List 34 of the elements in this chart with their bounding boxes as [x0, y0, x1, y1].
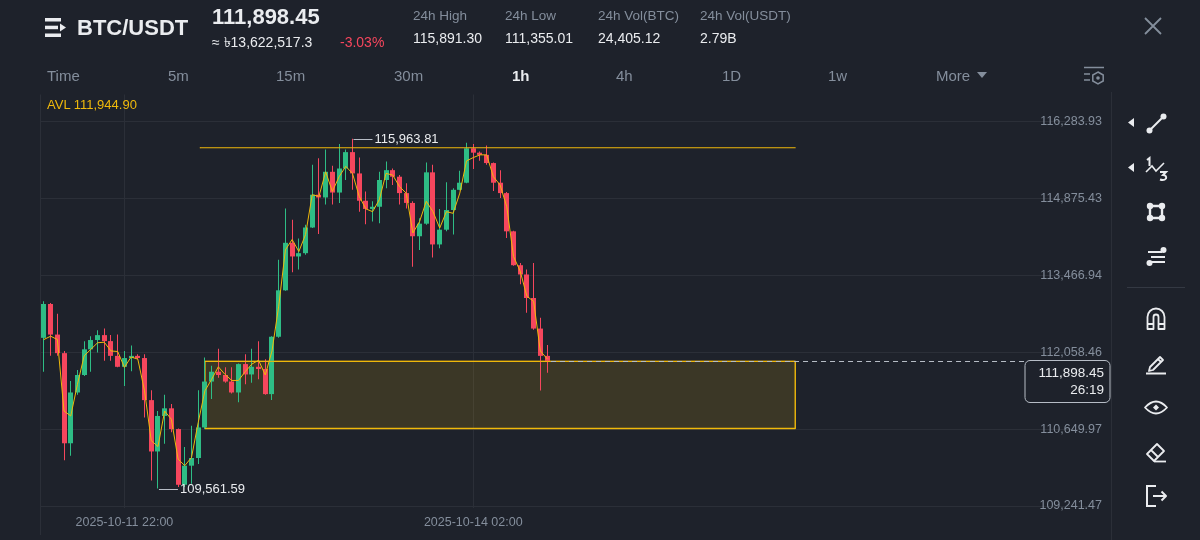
text: 1D	[722, 67, 742, 85]
x-tick-label: 2025-10-14 02:00	[423, 514, 523, 529]
y-tick-label: 109,241.47	[1039, 498, 1103, 513]
annotation: 109,561.59	[179, 481, 246, 497]
chart-subtitle: 111,898.45	[212, 4, 320, 30]
text: More	[936, 67, 971, 85]
chart-title: BTC/USDT	[77, 15, 189, 41]
text: 2.79B	[700, 30, 737, 47]
text: 24h High	[413, 8, 468, 24]
text: 24,405.12	[598, 30, 661, 47]
text: 115,891.30	[413, 30, 483, 47]
text: Time	[47, 67, 80, 85]
ref-line-label: 111,898.45	[1038, 364, 1104, 380]
text: 24h Low	[505, 8, 557, 24]
text: AVL 111,944.90	[47, 97, 137, 113]
text: 24h Vol(USDT)	[700, 8, 791, 24]
text: -3.03%	[340, 34, 385, 51]
y-tick-label: 116,283.93	[1040, 113, 1103, 128]
text: 1h	[512, 67, 530, 85]
text: 1w	[828, 67, 848, 85]
text: ≈ ৳13,622,517.3	[212, 34, 313, 51]
y-tick-label: 110,649.97	[1040, 421, 1103, 436]
annotation: 26:19	[1070, 381, 1104, 397]
y-tick-label: 113,466.94	[1040, 267, 1103, 282]
y-tick-label: 114,875.43	[1040, 190, 1103, 205]
text: 4h	[616, 67, 633, 85]
text: 30m	[394, 67, 424, 85]
y-tick-label: 112,058.46	[1040, 344, 1103, 359]
annotation: 115,963.81	[374, 131, 439, 147]
text: 5m	[168, 67, 189, 85]
text: 111,355.01	[505, 30, 573, 47]
x-tick-label: 2025-10-11 22:00	[75, 514, 174, 529]
text: 24h Vol(BTC)	[598, 8, 680, 24]
text: 15m	[276, 67, 306, 85]
